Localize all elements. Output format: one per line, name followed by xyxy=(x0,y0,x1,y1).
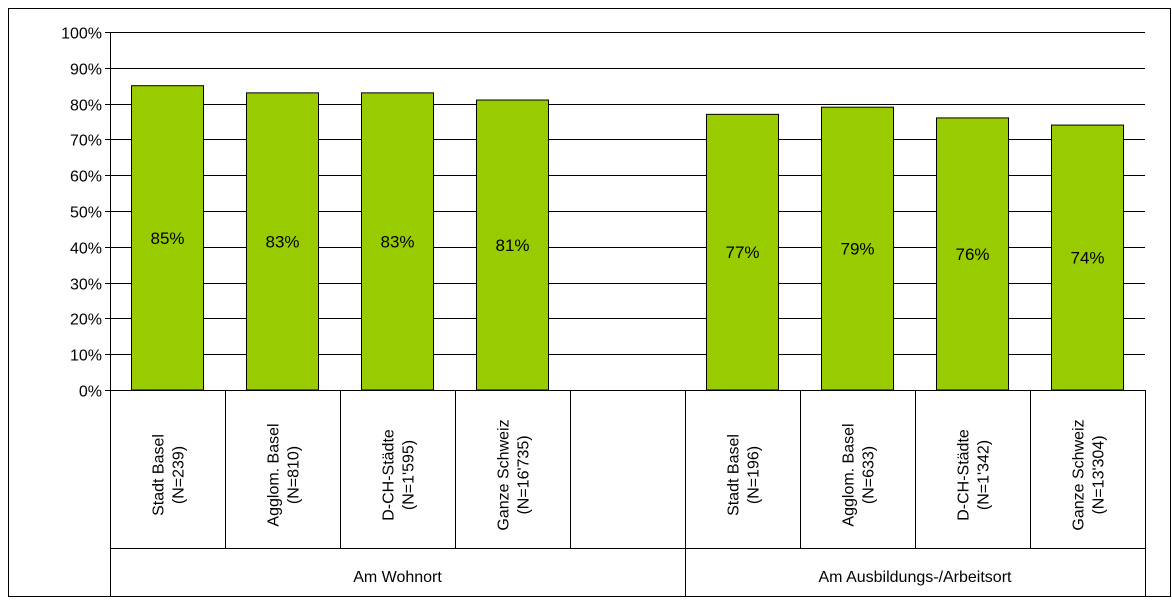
group-label: Am Wohnort xyxy=(353,569,442,586)
y-tick-label: 90% xyxy=(70,62,102,79)
category-label-count: (N=1'342) xyxy=(976,440,993,510)
bar xyxy=(821,106,894,391)
bar xyxy=(361,92,434,391)
category-label: Ganze Schweiz (N=16'735) xyxy=(496,419,533,530)
category-label-name: Ganze Schweiz xyxy=(496,419,513,530)
category-label-count: (N=13'304) xyxy=(1091,435,1108,514)
y-tick-label: 40% xyxy=(70,241,102,258)
category-label-count: (N=196) xyxy=(746,446,763,504)
category-label-count: (N=239) xyxy=(171,446,188,504)
bar-data-label: 76% xyxy=(955,245,989,264)
category-label-name: D-CH-Städte xyxy=(956,429,973,521)
category-label-count: (N=16'735) xyxy=(516,435,533,514)
category-label-count: (N=1'595) xyxy=(401,440,418,510)
category-label-name: Agglom. Basel xyxy=(841,423,858,526)
y-tick-label: 50% xyxy=(70,205,102,222)
bar-data-label: 85% xyxy=(150,229,184,248)
category-label-name: Stadt Basel xyxy=(726,434,743,516)
category-label: D-CH-Städte (N=1'595) xyxy=(381,429,418,521)
y-tick-label: 70% xyxy=(70,133,102,150)
category-label: Stadt Basel (N=196) xyxy=(726,434,763,516)
category-label: Ganze Schweiz (N=13'304) xyxy=(1071,419,1108,530)
bar-data-label: 77% xyxy=(725,243,759,262)
bar xyxy=(131,85,204,391)
bar-data-label: 81% xyxy=(495,236,529,255)
bar-data-label: 83% xyxy=(265,232,299,251)
category-label-count: (N=810) xyxy=(286,446,303,504)
bar xyxy=(1051,124,1124,391)
category-label-count: (N=633) xyxy=(861,446,878,504)
category-label: D-CH-Städte (N=1'342) xyxy=(956,429,993,521)
bar-data-label: 79% xyxy=(840,240,874,259)
y-tick-labels: 0% 10% 20% 30% 40% 50% 60% 70% 80% 90% 100% xyxy=(61,26,102,401)
bar xyxy=(706,113,779,391)
group-label: Am Ausbildungs-/Arbeitsort xyxy=(819,569,1013,586)
y-tick-label: 100% xyxy=(61,26,102,43)
y-tick-label: 0% xyxy=(79,384,102,401)
y-tick-label: 10% xyxy=(70,348,102,365)
bar-data-label: 83% xyxy=(380,232,414,251)
axes xyxy=(105,32,1146,596)
category-label: Agglom. Basel (N=633) xyxy=(841,423,878,526)
bars: 85% 83% 83% 81% 77% 79% 76% 74% xyxy=(131,85,1124,391)
x-category-labels: Stadt Basel (N=239) Agglom. Basel (N=810) D-… xyxy=(151,419,1108,530)
y-tick-label: 20% xyxy=(70,312,102,329)
x-group-labels: Am Wohnort Am Ausbildungs-/Arbeitsort xyxy=(353,569,1012,586)
category-label: Stadt Basel (N=239) xyxy=(151,434,188,516)
category-label-name: D-CH-Städte xyxy=(381,429,398,521)
bar-data-label: 74% xyxy=(1070,249,1104,268)
y-tick-label: 30% xyxy=(70,277,102,294)
bar xyxy=(936,117,1009,391)
category-label-name: Agglom. Basel xyxy=(266,423,283,526)
y-tick-label: 80% xyxy=(70,98,102,115)
category-label-name: Ganze Schweiz xyxy=(1071,419,1088,530)
category-label-name: Stadt Basel xyxy=(151,434,168,516)
y-tick-label: 60% xyxy=(70,169,102,186)
bar xyxy=(476,99,549,391)
bar xyxy=(246,92,319,391)
category-label: Agglom. Basel (N=810) xyxy=(266,423,303,526)
